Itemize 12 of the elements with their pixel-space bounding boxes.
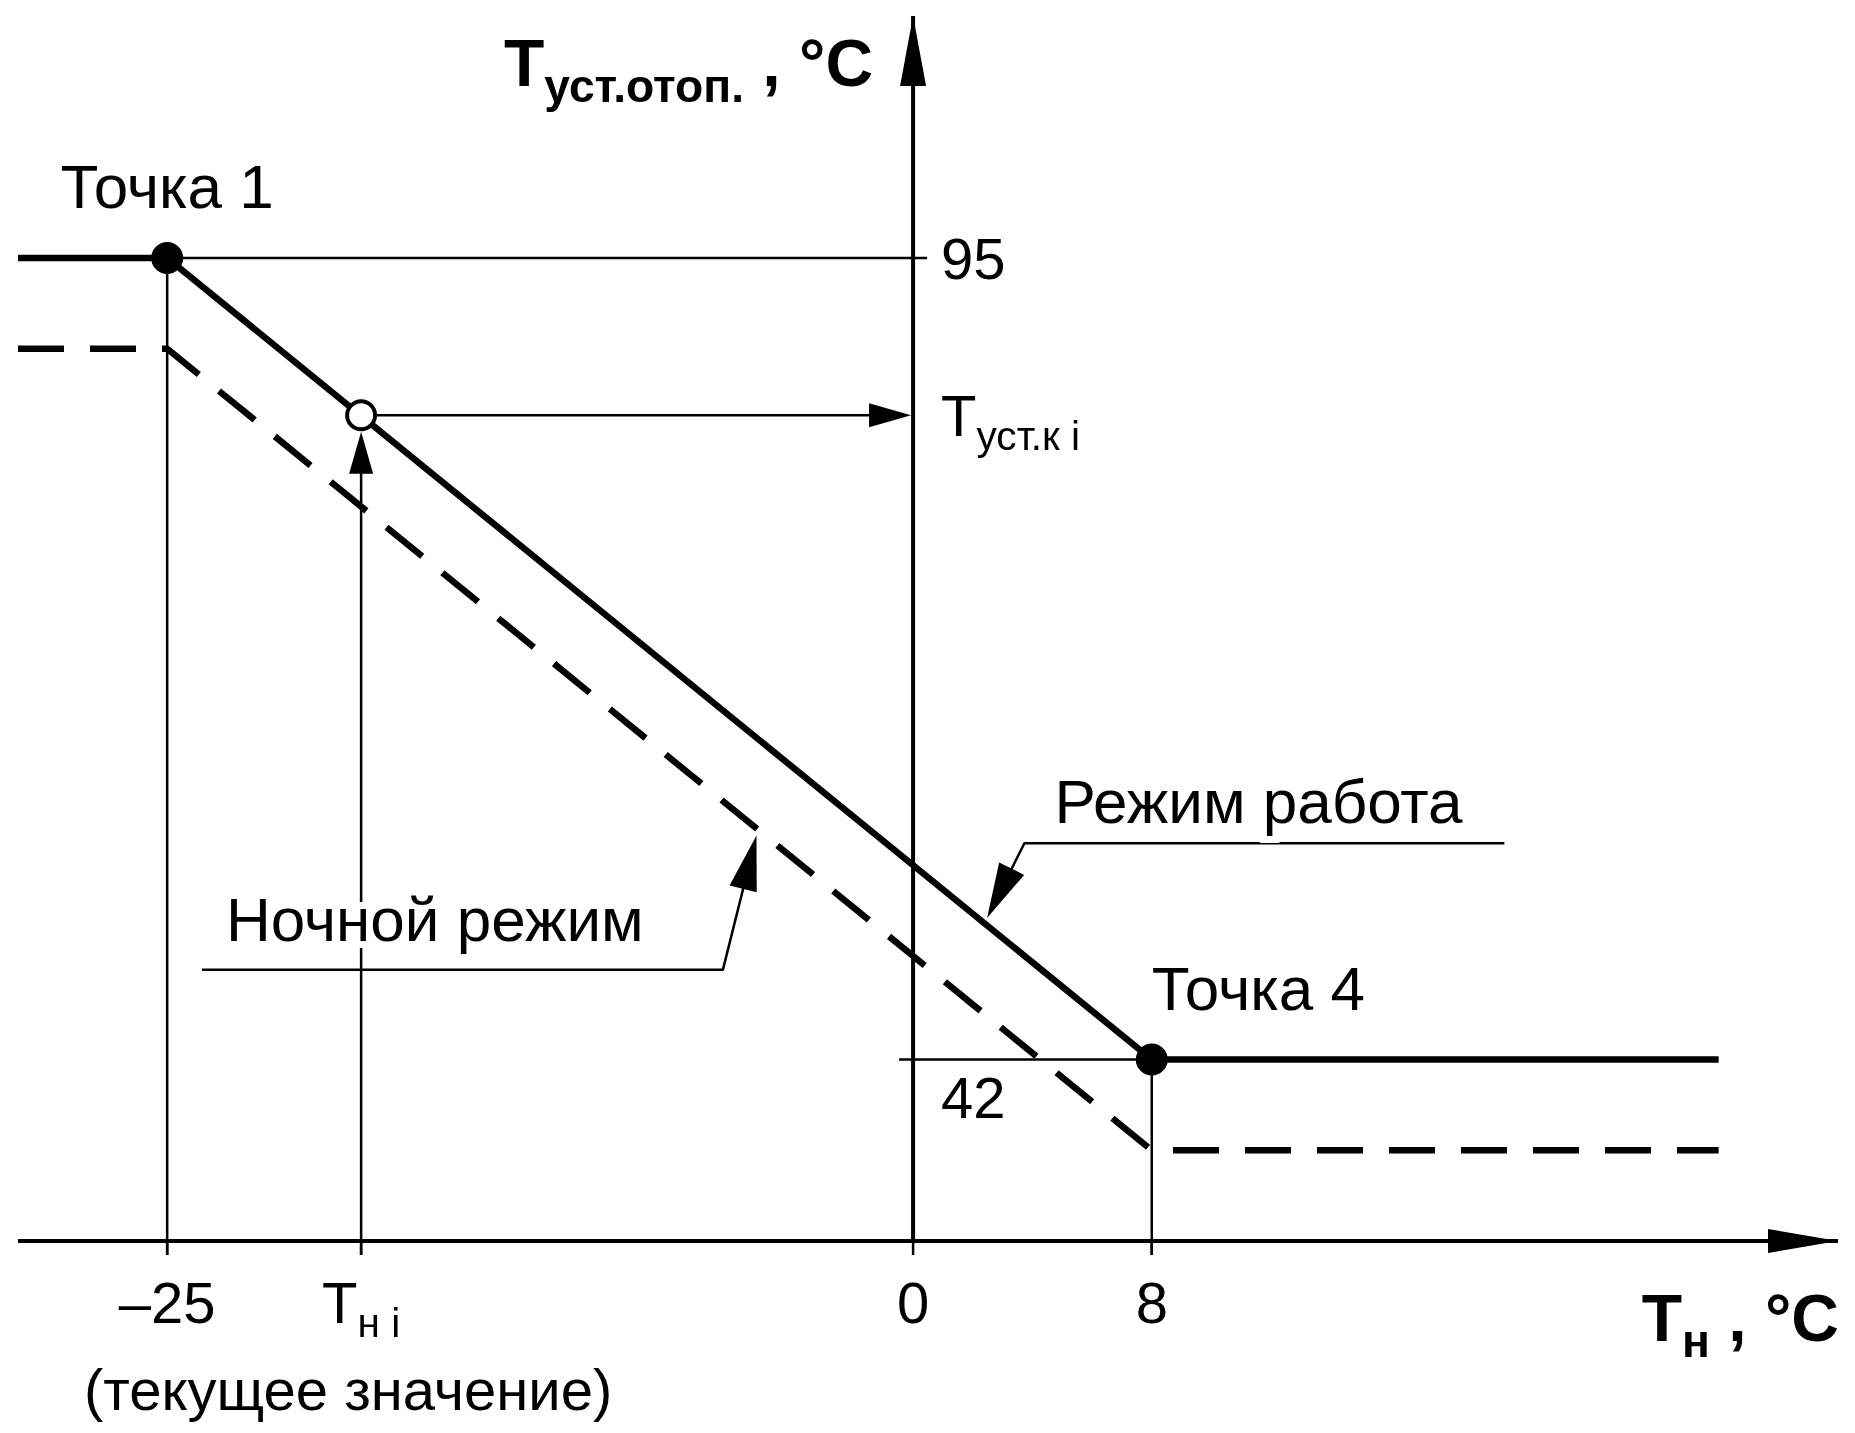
y-axis-title: Т$_{уст.отоп.}$ , °C — [504, 26, 874, 113]
annotation: Точка 4 — [1151, 953, 1365, 1023]
x-axis-title: Т$_{н}$ , °C — [1641, 1281, 1839, 1368]
text: (текущее значение) — [84, 1357, 613, 1422]
y-tick-label: 42 — [941, 1064, 1006, 1130]
y-tick-label: 95 — [941, 225, 1006, 291]
x-tick-label: –25 — [118, 1270, 216, 1335]
x-tick-label: 0 — [896, 1270, 930, 1335]
x-tick-label: 8 — [1135, 1270, 1168, 1335]
annotation: Точка 1 — [60, 151, 274, 221]
y-tick-label: Т$_{уст.к i}$ — [941, 383, 1081, 460]
x-tick-label: Т$_{н i}$ — [322, 1270, 401, 1347]
